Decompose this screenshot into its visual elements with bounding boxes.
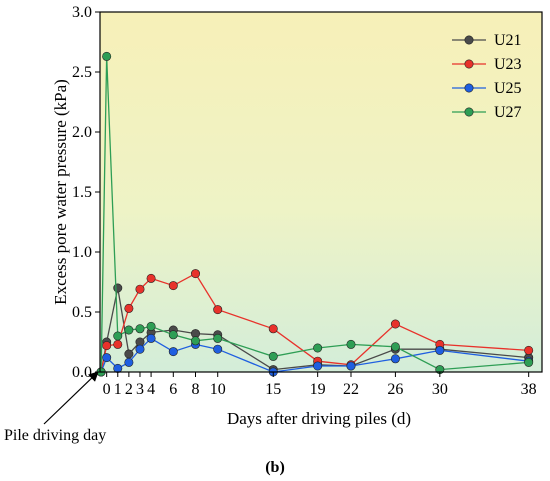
data-point-u27	[213, 333, 223, 343]
data-point-u25	[168, 347, 178, 357]
subfigure-label: (b)	[265, 459, 285, 476]
data-point-u23	[146, 273, 156, 283]
x-tick-label: 3	[136, 381, 144, 398]
legend-label-u25: U25	[494, 80, 522, 97]
x-tick-label: 2	[125, 381, 133, 398]
x-tick-label: 38	[521, 381, 537, 398]
data-point-u25	[102, 353, 112, 363]
data-point-u23	[168, 281, 178, 291]
data-point-u23	[124, 303, 134, 313]
x-tick-label: 10	[210, 381, 226, 398]
data-point-u25	[435, 345, 445, 355]
data-point-u27	[146, 321, 156, 331]
data-point-u23	[213, 305, 223, 315]
data-point-u23	[135, 284, 145, 294]
data-point-u27	[168, 330, 178, 340]
y-tick-label: 0.0	[72, 364, 92, 381]
x-tick-label: 30	[432, 381, 448, 398]
data-point-u27	[524, 357, 534, 367]
y-axis-title: Excess pore water pressure (kPa)	[51, 79, 70, 305]
legend-marker-u21	[464, 35, 474, 45]
legend-marker-u25	[464, 83, 474, 93]
x-tick-label: 22	[343, 381, 359, 398]
data-point-u27	[390, 342, 400, 352]
data-point-u27	[135, 324, 145, 334]
x-tick-label: 15	[265, 381, 281, 398]
data-point-u27	[313, 343, 323, 353]
legend: U21 U23 U25 U27	[452, 32, 522, 121]
data-point-u25	[146, 333, 156, 343]
x-tick-label: 6	[169, 381, 177, 398]
x-tick-label: 4	[147, 381, 155, 398]
legend-label-u27: U27	[494, 104, 522, 121]
plot-background	[100, 12, 542, 372]
x-tick-label: 26	[387, 381, 403, 398]
data-point-u23	[268, 324, 278, 334]
y-tick-label: 3.0	[72, 4, 92, 21]
data-point-u23	[390, 319, 400, 329]
data-point-u25	[135, 344, 145, 354]
y-tick-label: 1.5	[72, 184, 92, 201]
data-point-u27	[346, 339, 356, 349]
data-point-u25	[113, 363, 123, 373]
annotation-label: Pile driving day	[4, 427, 106, 444]
data-point-u23	[191, 269, 201, 279]
legend-marker-u23	[464, 59, 474, 69]
data-point-u25	[124, 357, 134, 367]
legend-marker-u27	[464, 107, 474, 117]
data-point-u27	[113, 331, 123, 341]
x-axis-title: Days after driving piles (d)	[227, 409, 411, 428]
x-axis: 0 1 2 3 4 6 8 10 15 19 22 26 30 38	[103, 372, 537, 398]
data-point-u27	[102, 51, 112, 61]
x-tick-label: 8	[192, 381, 200, 398]
y-tick-label: 0.5	[72, 304, 92, 321]
data-point-u25	[313, 361, 323, 371]
data-point-u21	[113, 283, 123, 293]
y-tick-label: 2.0	[72, 124, 92, 141]
y-tick-label: 2.5	[72, 64, 92, 81]
series-layer	[96, 51, 534, 377]
x-tick-label: 0	[103, 381, 111, 398]
data-point-u25	[390, 354, 400, 364]
data-point-u27	[124, 325, 134, 335]
data-point-u25	[213, 344, 223, 354]
y-tick-label: 1.0	[72, 244, 92, 261]
x-tick-label: 19	[310, 381, 326, 398]
x-tick-label: 1	[114, 381, 122, 398]
legend-label-u23: U23	[494, 56, 522, 73]
data-point-u27	[191, 336, 201, 346]
data-point-u25	[346, 361, 356, 371]
y-axis: 0.0 0.5 1.0 1.5 2.0 2.5 3.0	[72, 4, 100, 381]
legend-label-u21: U21	[494, 32, 522, 49]
data-point-u23	[102, 341, 112, 351]
annotation-arrow	[43, 371, 99, 425]
data-point-u23	[524, 345, 534, 355]
data-point-u21	[124, 349, 134, 359]
data-point-u27	[268, 351, 278, 361]
data-point-u23	[113, 339, 123, 349]
